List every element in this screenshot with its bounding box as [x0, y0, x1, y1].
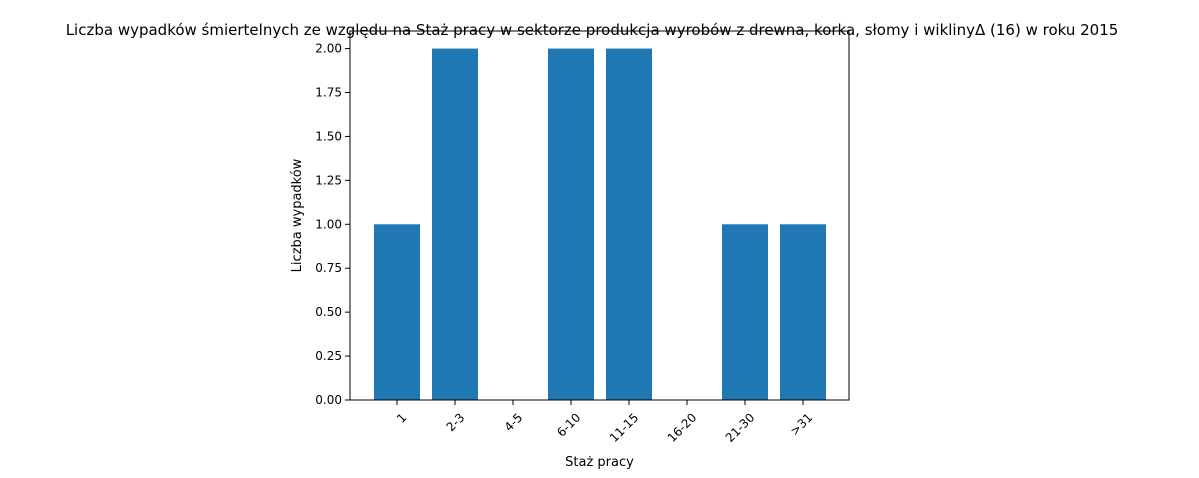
y-tick-label: 1.75	[315, 86, 342, 100]
bar->31	[780, 224, 826, 400]
y-tick-label: 0.50	[315, 305, 342, 319]
plot-frame	[349, 30, 850, 401]
x-tick-label: 2-3	[444, 410, 468, 434]
chart-title: Liczba wypadków śmiertelnych ze względu …	[66, 21, 1119, 39]
x-tick-label: >31	[788, 410, 816, 438]
y-axis-label: Liczba wypadków	[290, 158, 305, 272]
bar-21-30	[722, 224, 768, 400]
bar-1	[374, 224, 420, 400]
bars-group	[374, 48, 826, 400]
y-tick-label: 1.00	[315, 217, 342, 231]
bar-2-3	[432, 48, 478, 400]
x-tick-label: 16-20	[665, 410, 700, 445]
y-tick-label: 1.25	[315, 173, 342, 187]
x-tick-label: 1	[394, 410, 409, 425]
y-tick-label: 1.50	[315, 129, 342, 143]
y-tick-label: 0.25	[315, 349, 342, 363]
bar-11-15	[606, 48, 652, 400]
x-tick-label: 4-5	[502, 410, 526, 434]
x-tick-label: 11-15	[607, 410, 642, 445]
x-tick-label: 6-10	[554, 410, 583, 439]
y-tick-label: 2.00	[315, 42, 342, 56]
x-tick-label: 21-30	[723, 410, 758, 445]
y-tick-label: 0.75	[315, 261, 342, 275]
bar-6-10	[548, 48, 594, 400]
y-tick-label: 0.00	[315, 393, 342, 407]
x-axis: 1 2-3 4-5 6-10 11-15 16-20 21-30 >31	[394, 400, 815, 445]
y-axis: 0.00 0.25 0.50 0.75 1.00 1.25 1.50 1.75 2.00	[315, 42, 350, 407]
x-axis-label: Staż pracy	[565, 455, 634, 470]
